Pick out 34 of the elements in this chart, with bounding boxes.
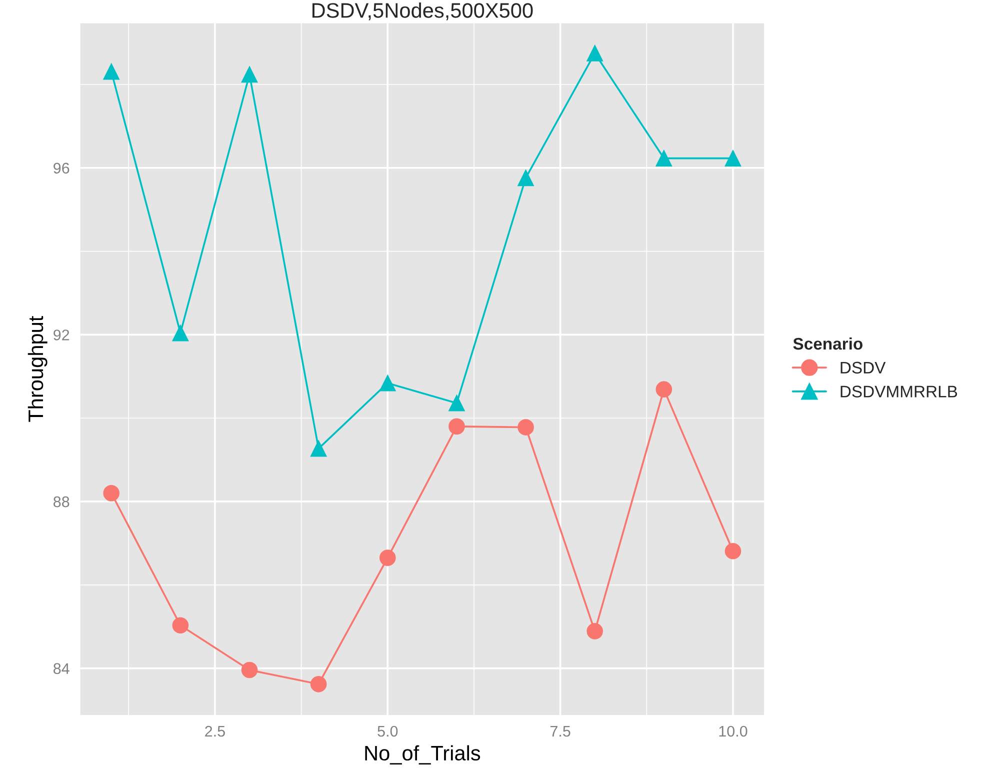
point	[724, 542, 742, 560]
chart-title: DSDV,5Nodes,500X500	[312, 2, 533, 20]
legend-label: DSDVMMRRLB	[840, 386, 958, 398]
point	[172, 324, 189, 342]
point	[241, 662, 258, 678]
point	[103, 485, 120, 502]
x-tick-label: 5.0	[378, 726, 398, 737]
point	[310, 440, 327, 457]
point	[724, 150, 742, 166]
legend-label: DSDV	[840, 362, 886, 374]
point	[586, 45, 603, 62]
point	[310, 676, 327, 692]
legend-title: Scenario	[793, 337, 862, 350]
point	[448, 394, 465, 412]
x-tick-label: 7.5	[550, 726, 570, 737]
point	[448, 418, 465, 435]
y-tick-label: 92	[54, 330, 70, 340]
y-tick-label: 96	[54, 162, 70, 174]
x-tick-label: 2.5	[205, 726, 225, 737]
y-tick-label: 88	[54, 496, 70, 508]
x-axis-title: No_of_Trials	[365, 745, 480, 764]
point	[241, 66, 258, 83]
point	[518, 170, 534, 186]
point	[103, 63, 120, 80]
y-tick-label: 84	[54, 663, 70, 674]
point	[172, 617, 189, 634]
point	[656, 150, 672, 166]
point	[586, 623, 603, 640]
point	[379, 374, 396, 392]
y-axis-title: Throughput	[28, 316, 48, 422]
point	[518, 419, 534, 436]
point	[379, 550, 396, 566]
point	[656, 381, 672, 398]
x-tick-label: 10.0	[719, 726, 748, 737]
